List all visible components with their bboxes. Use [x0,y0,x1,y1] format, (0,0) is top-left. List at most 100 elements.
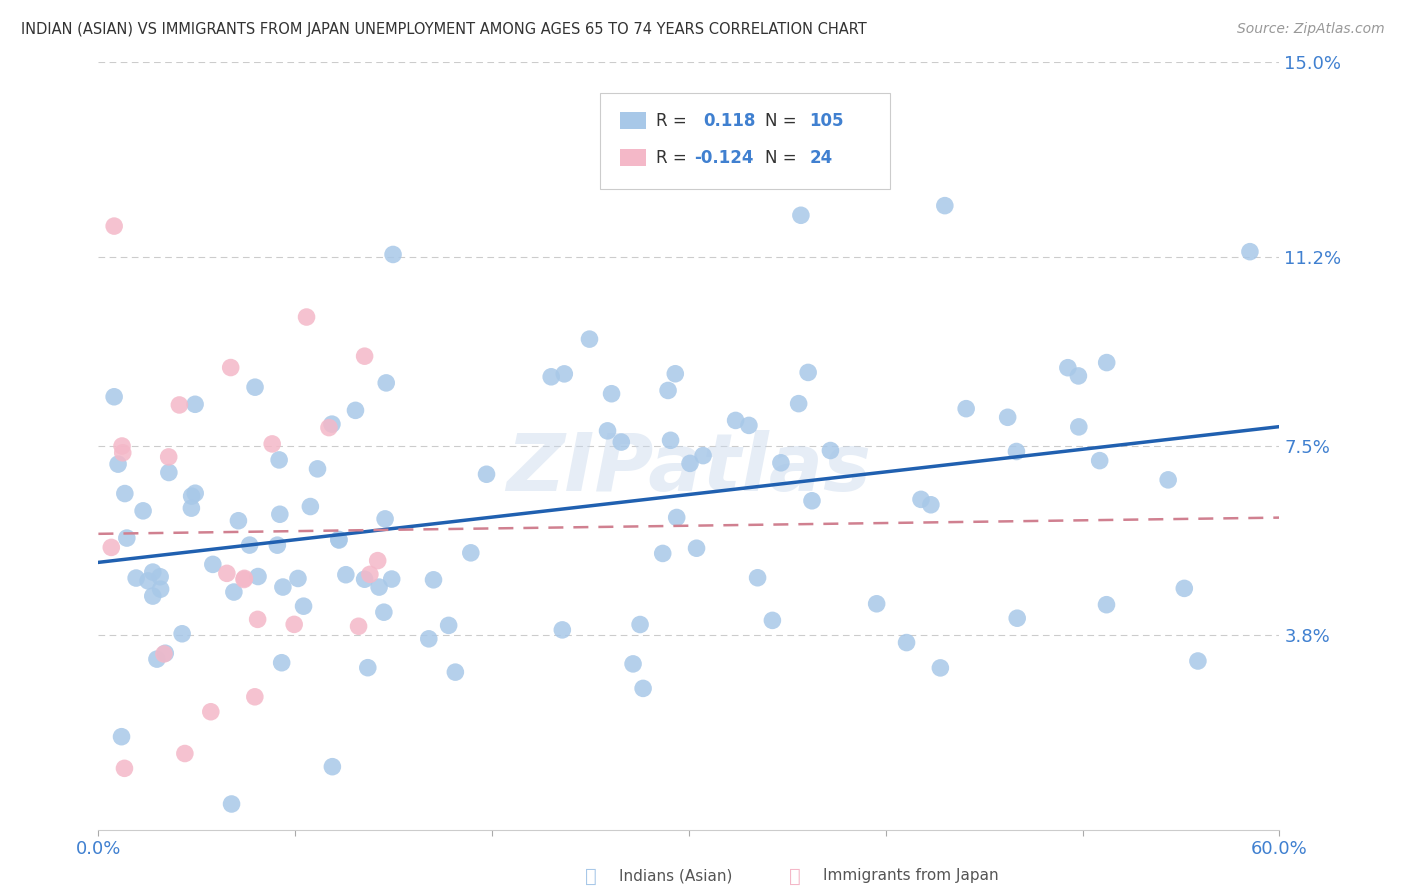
Text: ⬛: ⬛ [585,866,596,886]
Point [747,571,769,585]
Point [790,208,813,222]
Point [103,390,125,404]
Point [157,450,180,464]
Point [269,508,291,522]
Point [247,569,270,583]
Point [353,349,375,363]
Point [149,570,172,584]
Point [219,360,242,375]
Point [1067,420,1090,434]
Point [374,512,396,526]
Point [997,410,1019,425]
Point [368,580,391,594]
Point [283,617,305,632]
Point [110,730,132,744]
FancyBboxPatch shape [620,149,647,166]
Point [266,538,288,552]
Point [422,573,444,587]
Point [621,657,644,671]
Point [769,456,792,470]
Text: ZIPatlas: ZIPatlas [506,430,872,508]
Text: 24: 24 [810,149,832,167]
Point [553,367,575,381]
Point [157,466,180,480]
Point [724,413,747,427]
Point [173,747,195,761]
Point [114,486,136,500]
Point [146,652,169,666]
Point [287,571,309,585]
Point [335,567,357,582]
Point [460,546,482,560]
Text: INDIAN (ASIAN) VS IMMIGRANTS FROM JAPAN UNEMPLOYMENT AMONG AGES 65 TO 74 YEARS C: INDIAN (ASIAN) VS IMMIGRANTS FROM JAPAN … [21,22,868,37]
Point [1088,453,1111,467]
Point [100,541,122,555]
Point [418,632,440,646]
Point [115,531,138,545]
Point [142,589,165,603]
Point [155,646,177,660]
Point [1173,582,1195,596]
Point [184,486,207,500]
Point [269,453,291,467]
Point [328,533,350,547]
Point [125,571,148,585]
Point [136,574,159,588]
Point [820,443,842,458]
Point [955,401,977,416]
Point [1005,611,1028,625]
Point [929,661,952,675]
Point [149,582,172,596]
Point [761,614,783,628]
Point [103,219,125,233]
Point [243,690,266,704]
Point [295,310,318,324]
Text: Source: ZipAtlas.com: Source: ZipAtlas.com [1237,22,1385,37]
Point [357,661,380,675]
Point [180,489,202,503]
Point [321,760,343,774]
Text: R =: R = [655,149,692,167]
Point [600,386,623,401]
Point [184,397,207,411]
Point [1157,473,1180,487]
Point [679,456,702,470]
Text: 0.118: 0.118 [703,112,755,129]
Point [787,397,810,411]
Point [292,599,315,614]
Point [797,366,820,380]
Point [271,580,294,594]
Point [866,597,889,611]
Point [628,617,651,632]
Text: R =: R = [655,112,697,129]
Point [169,398,191,412]
Point [1095,598,1118,612]
Point [228,514,250,528]
Point [437,618,460,632]
Point [318,420,340,434]
Point [934,199,956,213]
Point [132,504,155,518]
Text: N =: N = [765,149,796,167]
Point [153,647,176,661]
Point [659,434,682,448]
Point [270,656,292,670]
FancyBboxPatch shape [620,112,647,129]
Point [180,501,202,516]
Point [692,449,714,463]
Point [631,681,654,696]
Point [910,492,932,507]
Point [1067,368,1090,383]
Text: 105: 105 [810,112,844,129]
Point [665,510,688,524]
Point [367,554,389,568]
Point [801,493,824,508]
Point [1239,244,1261,259]
Point [172,627,194,641]
Point [737,168,759,182]
Text: -0.124: -0.124 [693,149,754,167]
Point [107,457,129,471]
Point [373,605,395,619]
Point [233,571,256,585]
Text: N =: N = [765,112,796,129]
